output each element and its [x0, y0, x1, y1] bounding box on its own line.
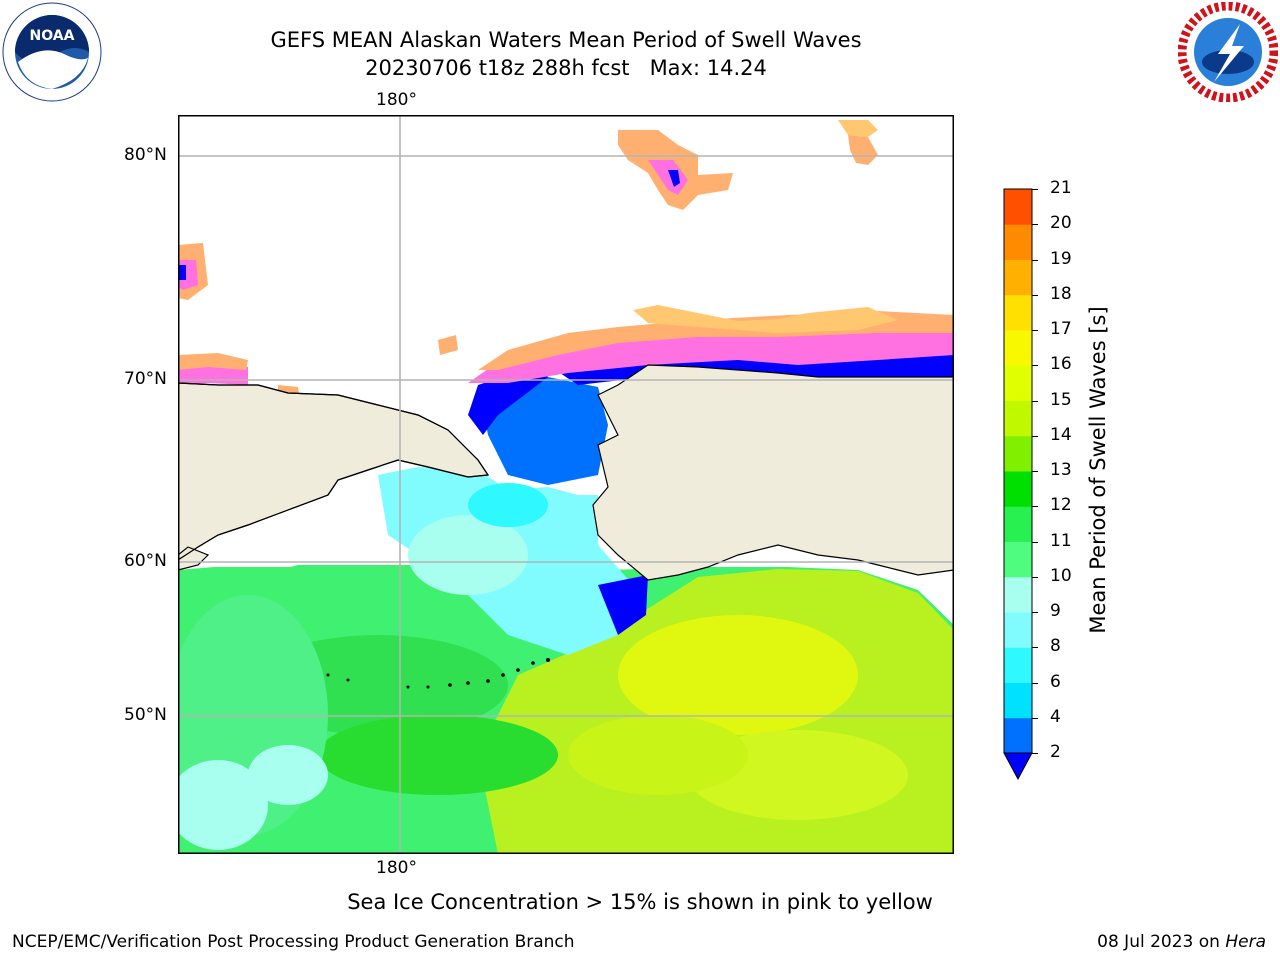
colorbar-ticks: 2 4 6 8 9 10 11 12 13 14 15 16 17 18 19 20 21 [1032, 178, 1092, 785]
map-panel [178, 115, 954, 854]
colorbar-tick-label: 11 [1050, 530, 1072, 551]
graticule [178, 115, 954, 854]
colorbar-segment [1004, 506, 1032, 542]
colorbar-segment [1004, 682, 1032, 719]
land [178, 364, 954, 581]
colorbar-tick-label: 20 [1050, 213, 1072, 234]
colorbar-tick-label: 18 [1050, 283, 1072, 304]
colorbar-segment [1004, 189, 1032, 225]
aleutian-islands [326, 658, 550, 689]
colorbar-segment [1004, 435, 1032, 472]
colorbar-tick-mark [1032, 189, 1038, 190]
colorbar-tick-label: 2 [1050, 742, 1061, 762]
noaa-logo: NOAA [2, 2, 102, 102]
colorbar-tick-mark [1032, 541, 1038, 543]
colorbar-tick-label: 4 [1050, 706, 1061, 727]
colorbar-tick-mark [1032, 717, 1038, 719]
colorbar-segment [1004, 717, 1032, 754]
footer-date-text: 08 Jul 2023 on [1097, 932, 1220, 952]
colorbar-tick-mark [1032, 294, 1038, 296]
colorbar-under-arrow [1003, 752, 1033, 781]
colorbar-tick-label: 14 [1050, 424, 1072, 445]
colorbar-tick-label: 13 [1050, 460, 1072, 480]
colorbar-tick-mark [1032, 330, 1038, 331]
colorbar-tick-mark [1032, 612, 1038, 613]
map-frame [178, 115, 954, 854]
lon-label-top: 180° [376, 90, 417, 110]
footer-credit: NCEP/EMC/Verification Post Processing Pr… [12, 932, 575, 952]
colorbar-segment [1004, 541, 1032, 578]
lat-label-70: 70°N [124, 369, 167, 389]
colorbar-tick-label: 19 [1050, 248, 1072, 269]
colorbar-tick-label: 9 [1050, 601, 1061, 621]
footer-host: Hera [1225, 932, 1266, 952]
colorbar-tick-mark [1032, 224, 1038, 226]
colorbar-tick-mark [1032, 682, 1038, 684]
colorbar-tick-label: 15 [1050, 389, 1072, 410]
lat-label-80: 80°N [124, 145, 167, 165]
lat-label-60: 60°N [124, 551, 167, 571]
colorbar-tick-mark [1032, 259, 1038, 261]
sea-ice [178, 120, 954, 400]
colorbar-tick-mark [1032, 400, 1038, 402]
noaa-logo-text: NOAA [30, 28, 75, 44]
colorbar [1003, 188, 1033, 781]
colorbar-segment [1004, 365, 1032, 401]
colorbar-segment [1004, 612, 1032, 648]
footer-date: 08 Jul 2023 on Hera [1097, 932, 1266, 952]
colorbar-segment [1004, 224, 1032, 260]
lon-label-bottom: 180° [376, 858, 417, 878]
colorbar-segment [1004, 400, 1032, 437]
colorbar-segment [1004, 330, 1032, 366]
colorbar-segment [1004, 471, 1032, 507]
colorbar-segment [1004, 259, 1032, 296]
chart-title: GEFS MEAN Alaskan Waters Mean Period of … [270, 28, 862, 52]
colorbar-tick-label: 16 [1050, 354, 1072, 375]
colorbar-tick-label: 10 [1050, 565, 1072, 586]
colorbar-tick-label: 8 [1050, 636, 1061, 657]
colorbar-segment [1004, 294, 1032, 331]
colorbar-tick-label: 17 [1050, 319, 1072, 339]
colorbar-tick-mark [1032, 506, 1038, 508]
colorbar-tick-label: 21 [1050, 178, 1072, 198]
colorbar-tick-mark [1032, 753, 1038, 754]
colorbar-tick-label: 6 [1050, 671, 1061, 692]
colorbar-label: Mean Period of Swell Waves [s] [1086, 306, 1110, 634]
colorbar-tick-mark [1032, 647, 1038, 649]
nws-logo [1177, 1, 1279, 103]
lat-label-50: 50°N [124, 705, 167, 725]
chart-subtitle: 20230706 t18z 288h fcst Max: 14.24 [365, 56, 767, 80]
colorbar-tick-mark [1032, 576, 1038, 578]
sea-ice-caption: Sea Ice Concentration > 15% is shown in … [347, 890, 933, 914]
colorbar-segment [1004, 576, 1032, 613]
colorbar-segment [1004, 647, 1032, 683]
colorbar-tick-mark [1032, 435, 1038, 437]
colorbar-tick-label: 12 [1050, 495, 1072, 516]
colorbar-tick-mark [1032, 365, 1038, 367]
colorbar-tick-mark [1032, 471, 1038, 472]
